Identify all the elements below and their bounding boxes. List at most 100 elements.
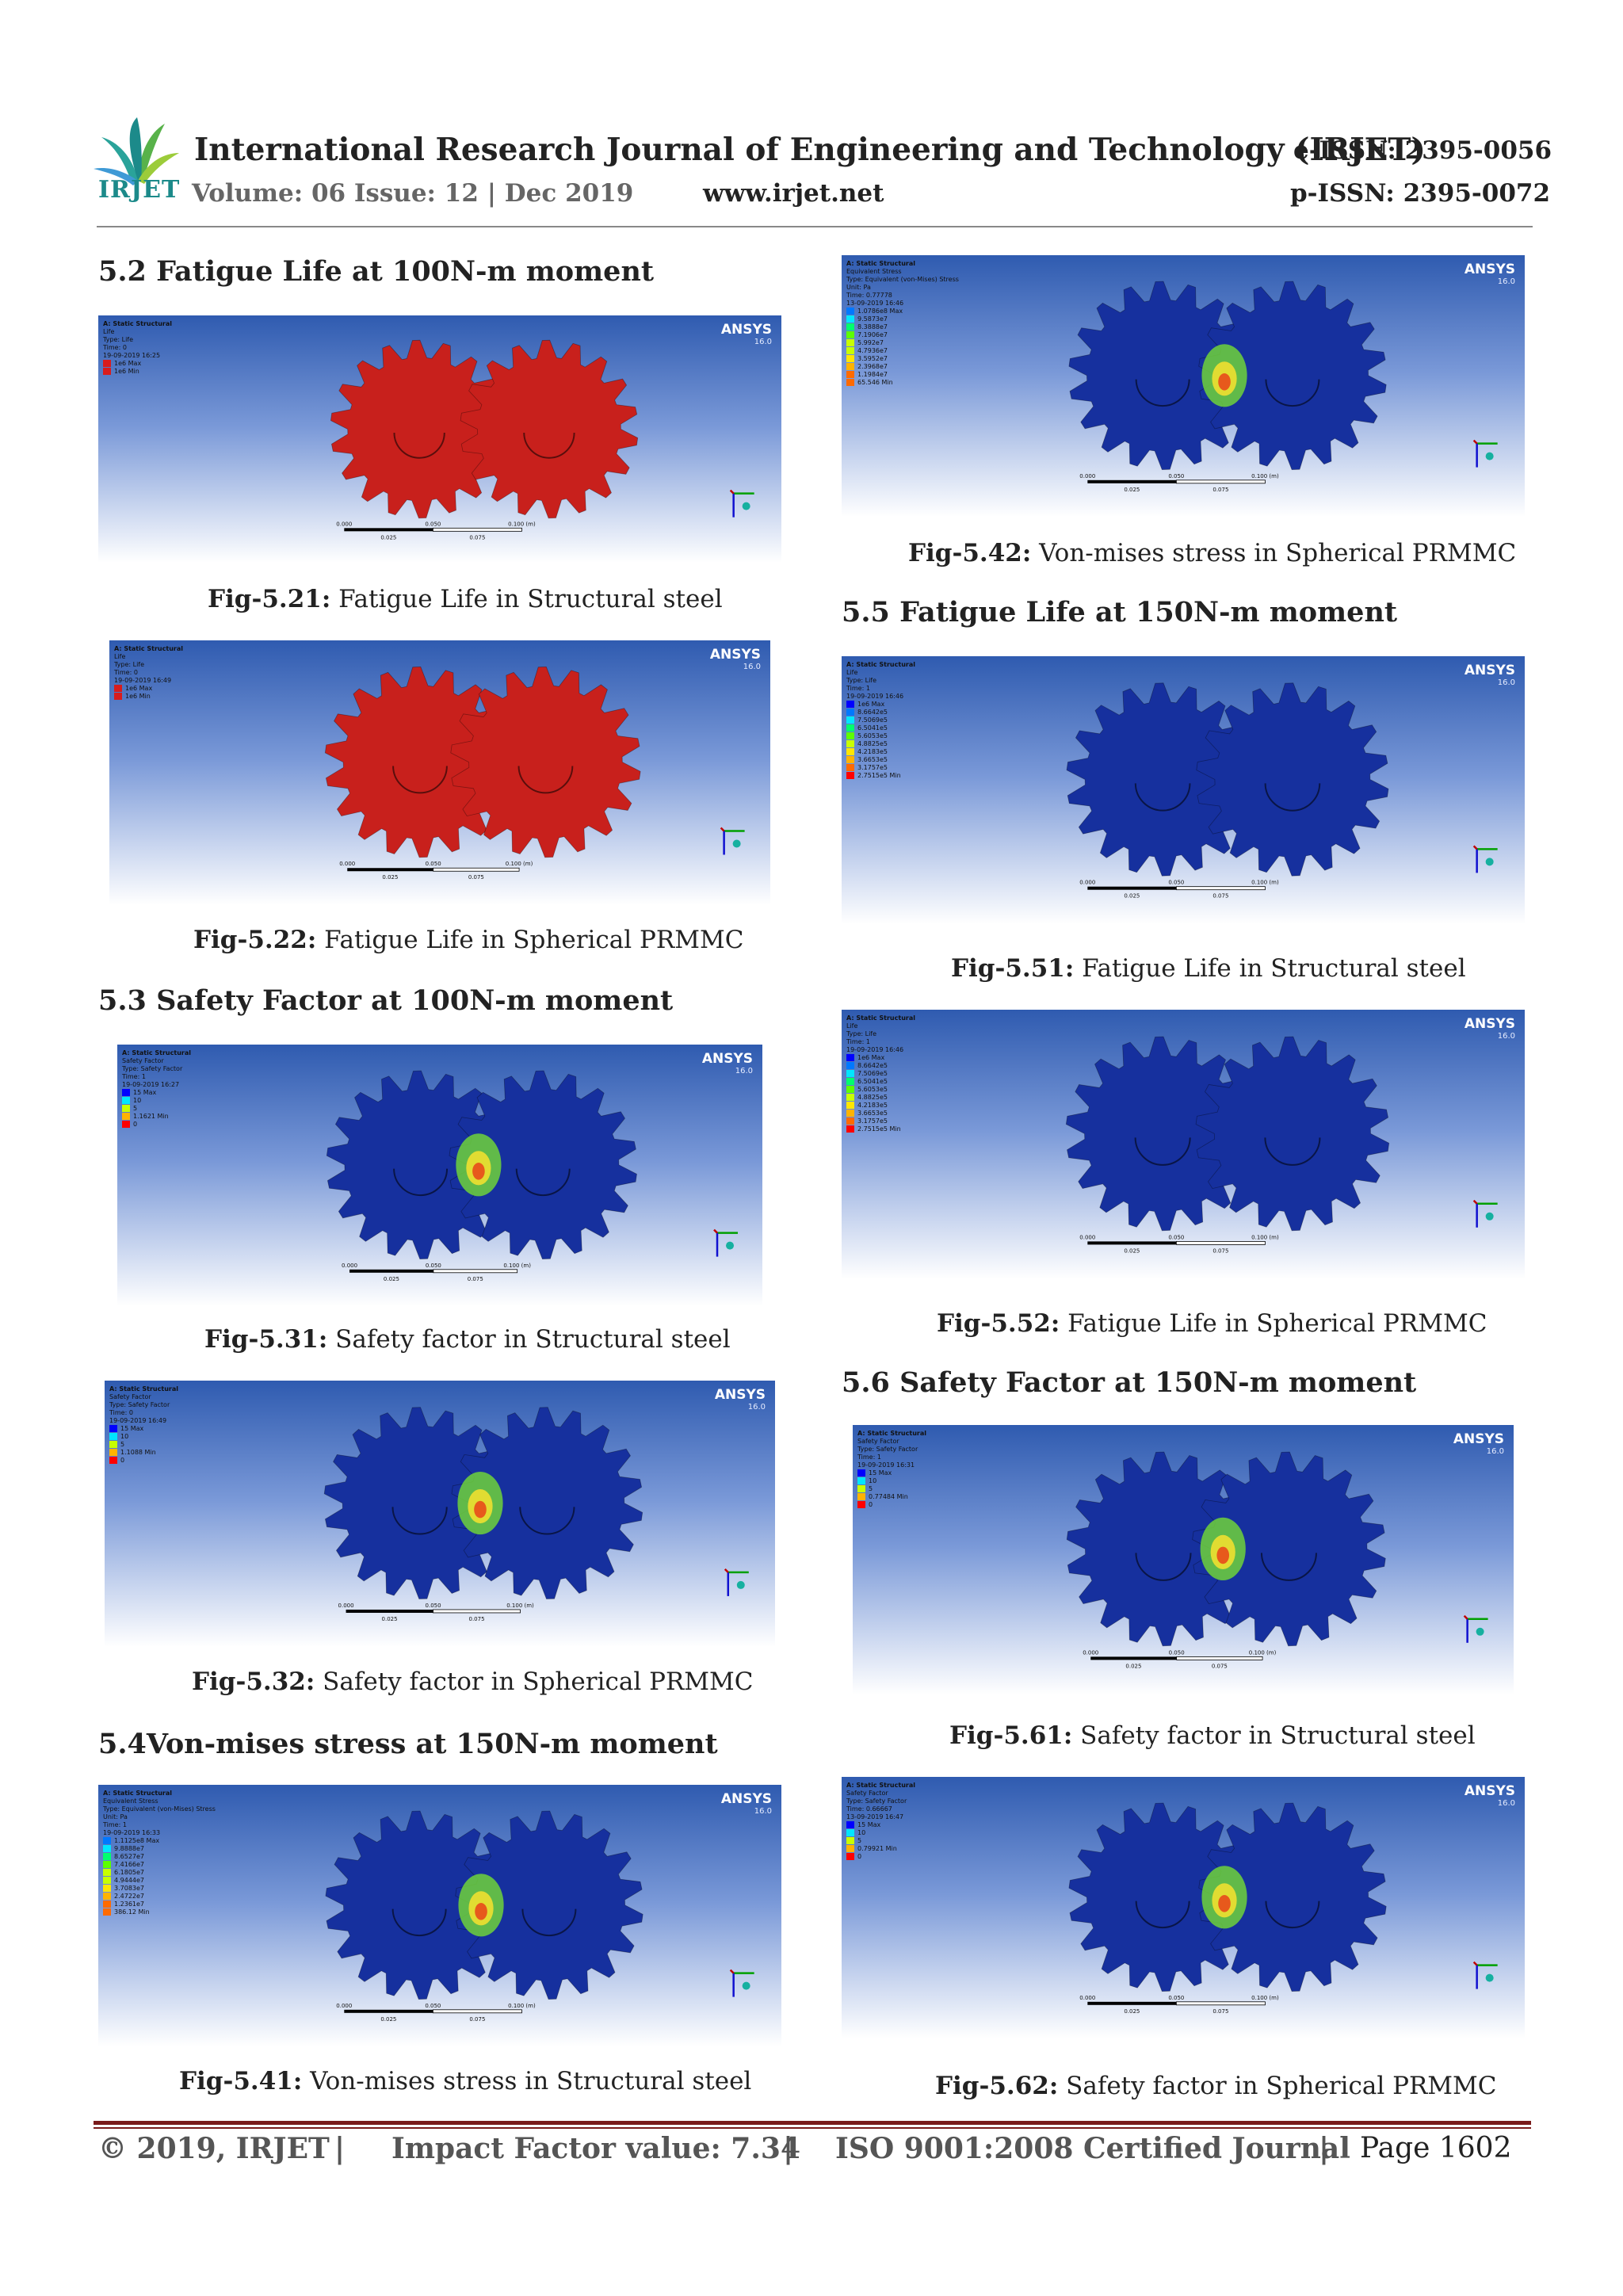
legend-line: 1.1088 Min (109, 1449, 228, 1457)
legend-color-swatch (109, 1441, 117, 1448)
legend-line: 386.12 Min (103, 1908, 222, 1916)
legend-text: 1.1088 Min (120, 1449, 156, 1456)
legend-text: Type: Safety Factor (109, 1401, 170, 1408)
gear-bore-outline (393, 1168, 449, 1197)
driven-gear (460, 339, 639, 519)
scale-tick-label: 0.100 (m) (508, 521, 536, 527)
legend-line: 2.7515e5 Min (846, 772, 965, 780)
legend-line: Time: 0.66667 (846, 1805, 965, 1813)
gear-bore-outline (519, 1507, 575, 1535)
ansys-version: 16.0 (1497, 1799, 1515, 1808)
driver-gear (1068, 1802, 1257, 1992)
gear-bore-outline (1135, 1553, 1192, 1581)
legend-text: 19-09-2019 16:25 (103, 352, 161, 359)
legend-line: Type: Equivalent (von-Mises) Stress (103, 1805, 222, 1813)
result-legend: A: Static Structural Safety Factor Type: S… (109, 1385, 228, 1465)
legend-line: Life (846, 1022, 965, 1030)
legend-line: 3.6653e5 (846, 756, 965, 764)
legend-line: Unit: Pa (846, 284, 965, 292)
scale-bar (433, 1609, 521, 1614)
legend-text: A: Static Structural (846, 260, 915, 267)
ansys-logo: ANSYS 16.0 (702, 1052, 753, 1078)
scale-tick-label: 0.100 (m) (506, 861, 533, 867)
ansys-version: 16.0 (747, 1403, 766, 1412)
gear-bore-outline (391, 1908, 447, 1937)
caption-5-52: Fig-5.52: Fatigue Life in Spherical PRMM… (937, 1309, 1487, 1338)
legend-line: 5.6053e5 (846, 1086, 965, 1094)
legend-text: 15 Max (869, 1469, 892, 1477)
legend-text: 1.1125e8 Max (114, 1837, 160, 1844)
legend-text: 15 Max (120, 1425, 144, 1432)
legend-line: 8.6642e5 (846, 709, 965, 716)
scale-tick-label: 0.025 (382, 874, 398, 881)
scale-tick-label: 0.050 (1168, 473, 1184, 479)
legend-color-swatch (846, 1086, 854, 1093)
legend-color-swatch (846, 732, 854, 739)
scale-bar (344, 2009, 433, 2013)
scale-tick-label: 0.100 (m) (1251, 1234, 1279, 1240)
scale-tick-label: 0.025 (384, 1276, 399, 1282)
logo-text: IRJET (98, 176, 181, 204)
legend-line: 6.5041e5 (846, 724, 965, 732)
scale-bar (1175, 2001, 1266, 2006)
legend-text: 65.546 Min (857, 379, 893, 386)
scale-bar (349, 1269, 433, 1273)
gear-mesh-plot: 0.000 0.050 0.100 (m) 0.025 0.075 (1065, 1036, 1498, 1254)
legend-text: 5 (120, 1441, 125, 1448)
legend-line: 5 (846, 1837, 965, 1845)
legend-color-swatch (846, 323, 854, 330)
legend-text: Time: 0.77778 (846, 292, 892, 299)
gear-bore-outline (1265, 1901, 1320, 1929)
triad-origin-icon (742, 502, 750, 510)
gear-mesh-plot: 0.000 0.050 0.100 (m) 0.025 0.075 (330, 339, 754, 541)
result-legend: A: Static Structural Safety Factor Type: S… (846, 1782, 965, 1861)
ansys-logo: ANSYS 16.0 (1465, 1785, 1515, 1810)
legend-text: 5 (133, 1105, 138, 1112)
legend-line: Time: 1 (857, 1454, 976, 1461)
ansys-logo: ANSYS 16.0 (1465, 664, 1515, 690)
footer-rule (94, 2121, 1531, 2125)
contact-stress-region (1216, 1546, 1230, 1564)
scale-bar (1087, 1241, 1177, 1245)
result-legend: A: Static Structural Safety Factor Type: S… (857, 1430, 976, 1509)
legend-line: 0 (122, 1121, 241, 1129)
legend-text: Life (846, 669, 858, 676)
gear-bore-outline (521, 1908, 577, 1937)
section-heading-5-4: 5.4Von-mises stress at 150N-m moment (98, 1728, 718, 1760)
legend-text: 9.8888e7 (114, 1845, 145, 1852)
ansys-version: 16.0 (735, 1067, 753, 1075)
legend-color-swatch (846, 740, 854, 747)
legend-text: 3.6653e5 (857, 1110, 888, 1117)
legend-line: A: Static Structural (114, 645, 233, 653)
legend-text: A: Static Structural (103, 1790, 172, 1797)
legend-line: 7.5069e5 (846, 716, 965, 724)
legend-text: 0 (120, 1457, 125, 1464)
triad-origin-icon (732, 839, 741, 848)
legend-color-swatch (846, 1853, 854, 1860)
legend-line: 13-09-2019 16:47 (846, 1813, 965, 1821)
legend-text: 13-09-2019 16:47 (846, 1813, 904, 1820)
legend-text: 15 Max (133, 1089, 157, 1096)
triad-origin-icon (1476, 1627, 1484, 1636)
gear-mesh-plot: 0.000 0.050 0.100 (m) 0.025 0.075 (325, 1810, 754, 2023)
legend-text: 3.7083e7 (114, 1885, 145, 1892)
footer-impact-factor: Impact Factor value: 7.34 (391, 2132, 800, 2165)
footer-iso: ISO 9001:2008 Certified Journal (835, 2132, 1350, 2165)
legend-line: 10 (122, 1097, 241, 1105)
scale-tick-label: 0.050 (425, 521, 441, 527)
legend-text: 0 (869, 1501, 873, 1508)
legend-text: 19-09-2019 16:46 (846, 693, 904, 700)
legend-line: 4.8825e5 (846, 1094, 965, 1102)
result-legend: A: Static Structural Life Type: Life Time: … (846, 661, 965, 780)
legend-text: 1e6 Max (114, 360, 142, 367)
legend-color-swatch (846, 379, 854, 386)
legend-line: 1.1621 Min (122, 1113, 241, 1121)
legend-color-swatch (857, 1493, 865, 1500)
legend-line: 1e6 Min (114, 693, 233, 701)
legend-text: 1.2361e7 (114, 1901, 145, 1908)
legend-text: 1e6 Min (125, 693, 151, 700)
legend-text: 3.1757e5 (857, 764, 888, 771)
legend-text: 3.5952e7 (857, 355, 888, 362)
ansys-version: 16.0 (1497, 678, 1515, 687)
scale-bar (432, 2009, 522, 2014)
